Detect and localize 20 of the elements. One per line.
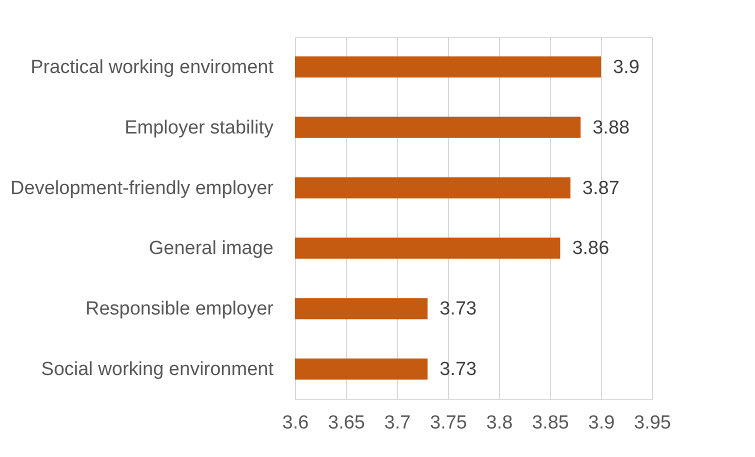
x-tick-label: 3.85 [532, 412, 569, 434]
x-tick-label: 3.65 [328, 412, 365, 434]
x-tick-label: 3.9 [588, 412, 615, 434]
y-tick-label: Social working environment [41, 359, 274, 380]
data-label: 3.87 [582, 178, 620, 199]
y-tick-label: Employer stability [124, 117, 274, 138]
x-tick-label: 3.6 [282, 412, 309, 434]
y-tick-label: General image [148, 238, 274, 260]
x-tick-label: 3.75 [430, 412, 467, 434]
data-label: 3.73 [440, 359, 477, 380]
x-tick-label: 3.7 [384, 412, 411, 434]
y-tick-label: Development-friendly employer [10, 178, 274, 199]
data-label: 3.73 [440, 298, 477, 320]
data-label: 3.9 [613, 56, 640, 78]
x-tick-label: 3.8 [486, 412, 513, 434]
y-tick-label: Practical working enviroment [30, 56, 274, 78]
x-tick-label: 3.95 [634, 412, 671, 434]
data-label: 3.86 [572, 238, 610, 260]
data-label: 3.88 [592, 117, 630, 138]
y-tick-label: Responsible employer [86, 298, 274, 320]
